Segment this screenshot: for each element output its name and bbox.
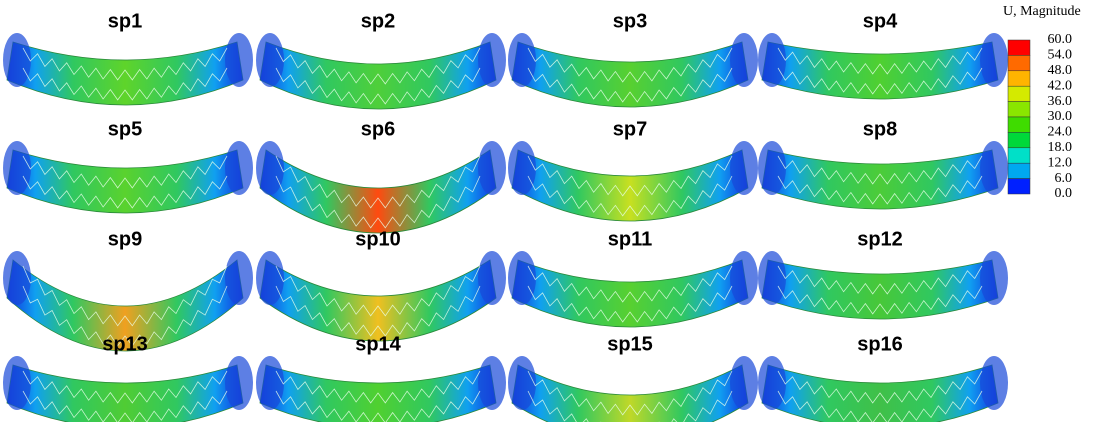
legend-swatch bbox=[1008, 55, 1030, 70]
stent-body bbox=[512, 260, 748, 327]
stent-panel: sp6 bbox=[256, 118, 506, 233]
stent-panel: sp8 bbox=[758, 118, 1008, 209]
legend-label: 12.0 bbox=[1048, 155, 1073, 170]
stent-end bbox=[730, 356, 758, 410]
stent-end bbox=[508, 251, 536, 305]
stent-panel: sp3 bbox=[508, 10, 758, 107]
panel-label: sp2 bbox=[361, 10, 395, 32]
stent-panel: sp7 bbox=[508, 118, 758, 221]
stent-body bbox=[512, 365, 748, 422]
legend-swatch bbox=[1008, 71, 1030, 86]
stent-body bbox=[762, 260, 998, 319]
legend: U, Magnitude 60.054.048.042.036.030.024.… bbox=[1003, 4, 1081, 201]
stent-panel: sp14 bbox=[256, 333, 506, 422]
stent-end bbox=[256, 33, 284, 87]
stent-end bbox=[3, 33, 31, 87]
stent-panel: sp10 bbox=[256, 228, 506, 341]
stent-end bbox=[225, 251, 253, 305]
legend-label: 18.0 bbox=[1048, 140, 1073, 155]
stent-end bbox=[478, 141, 506, 195]
legend-label: 30.0 bbox=[1048, 109, 1073, 124]
stent-body bbox=[762, 150, 998, 209]
stent-end bbox=[758, 33, 786, 87]
legend-swatch bbox=[1008, 163, 1030, 178]
panel-label: sp7 bbox=[613, 118, 647, 140]
legend-swatch bbox=[1008, 40, 1030, 55]
stent-end bbox=[730, 141, 758, 195]
panel-label: sp4 bbox=[863, 10, 898, 32]
stent-body bbox=[260, 42, 496, 109]
stent-panel: sp16 bbox=[758, 333, 1008, 422]
stent-end bbox=[508, 356, 536, 410]
stent-end bbox=[508, 141, 536, 195]
legend-label: 24.0 bbox=[1048, 125, 1073, 140]
panel-label: sp6 bbox=[361, 118, 395, 140]
stent-end bbox=[758, 141, 786, 195]
stent-body bbox=[260, 260, 496, 341]
stent-end bbox=[3, 141, 31, 195]
stent-panel: sp4 bbox=[758, 10, 1008, 99]
legend-swatch bbox=[1008, 102, 1030, 117]
stent-panel: sp1 bbox=[3, 10, 253, 105]
legend-swatch bbox=[1008, 86, 1030, 101]
legend-swatch bbox=[1008, 148, 1030, 163]
stent-end bbox=[256, 251, 284, 305]
legend-title: U, Magnitude bbox=[1003, 4, 1081, 19]
legend-label: 60.0 bbox=[1048, 32, 1073, 47]
stent-end bbox=[508, 33, 536, 87]
panel-label: sp12 bbox=[857, 228, 903, 250]
panel-label: sp1 bbox=[108, 10, 142, 32]
legend-label: 42.0 bbox=[1048, 78, 1073, 93]
panel-label: sp10 bbox=[355, 228, 401, 250]
stent-end bbox=[225, 356, 253, 410]
panel-label: sp3 bbox=[613, 10, 647, 32]
panel-label: sp9 bbox=[108, 228, 142, 250]
panel-label: sp11 bbox=[608, 228, 652, 250]
stent-body bbox=[7, 42, 243, 105]
stent-end bbox=[478, 356, 506, 410]
stent-end bbox=[225, 33, 253, 87]
stent-panel: sp11 bbox=[508, 228, 758, 327]
figure: sp1 sp2 sp3 sp4 sp5 sp6 sp7 sp8 sp9 sp10 sp11 sp12 s… bbox=[0, 0, 1111, 422]
stent-panel: sp5 bbox=[3, 118, 253, 213]
legend-label: 36.0 bbox=[1048, 94, 1073, 109]
stent-end bbox=[3, 356, 31, 410]
panel-label: sp5 bbox=[108, 118, 142, 140]
stent-end bbox=[3, 251, 31, 305]
stent-panel: sp15 bbox=[508, 333, 758, 422]
panel-label: sp16 bbox=[857, 333, 903, 355]
stent-end bbox=[730, 33, 758, 87]
stent-end bbox=[758, 251, 786, 305]
stent-body bbox=[7, 150, 243, 213]
panel-label: sp13 bbox=[102, 333, 148, 355]
stent-end bbox=[256, 356, 284, 410]
stent-end bbox=[478, 251, 506, 305]
stent-end bbox=[980, 251, 1008, 305]
stent-end bbox=[980, 356, 1008, 410]
panels: sp1 sp2 sp3 sp4 sp5 sp6 sp7 sp8 sp9 sp10 sp11 sp12 s… bbox=[3, 10, 1008, 422]
stent-panel: sp12 bbox=[758, 228, 1008, 319]
panel-label: sp8 bbox=[863, 118, 897, 140]
stent-body bbox=[512, 42, 748, 107]
stent-end bbox=[980, 141, 1008, 195]
stent-panel: sp13 bbox=[3, 333, 253, 422]
panel-label: sp15 bbox=[607, 333, 653, 355]
panel-label: sp14 bbox=[355, 333, 401, 355]
legend-label: 54.0 bbox=[1048, 48, 1073, 63]
stent-body bbox=[762, 42, 998, 99]
legend-swatch bbox=[1008, 117, 1030, 132]
legend-label: 48.0 bbox=[1048, 63, 1073, 78]
legend-swatch bbox=[1008, 179, 1030, 194]
stent-body bbox=[260, 150, 496, 233]
stent-end bbox=[758, 356, 786, 410]
stent-end bbox=[225, 141, 253, 195]
stent-end bbox=[730, 251, 758, 305]
stent-end bbox=[256, 141, 284, 195]
stent-end bbox=[980, 33, 1008, 87]
stent-end bbox=[478, 33, 506, 87]
legend-label: 0.0 bbox=[1055, 186, 1073, 201]
stent-panel: sp2 bbox=[256, 10, 506, 109]
legend-swatch bbox=[1008, 132, 1030, 147]
legend-label: 6.0 bbox=[1055, 171, 1073, 186]
